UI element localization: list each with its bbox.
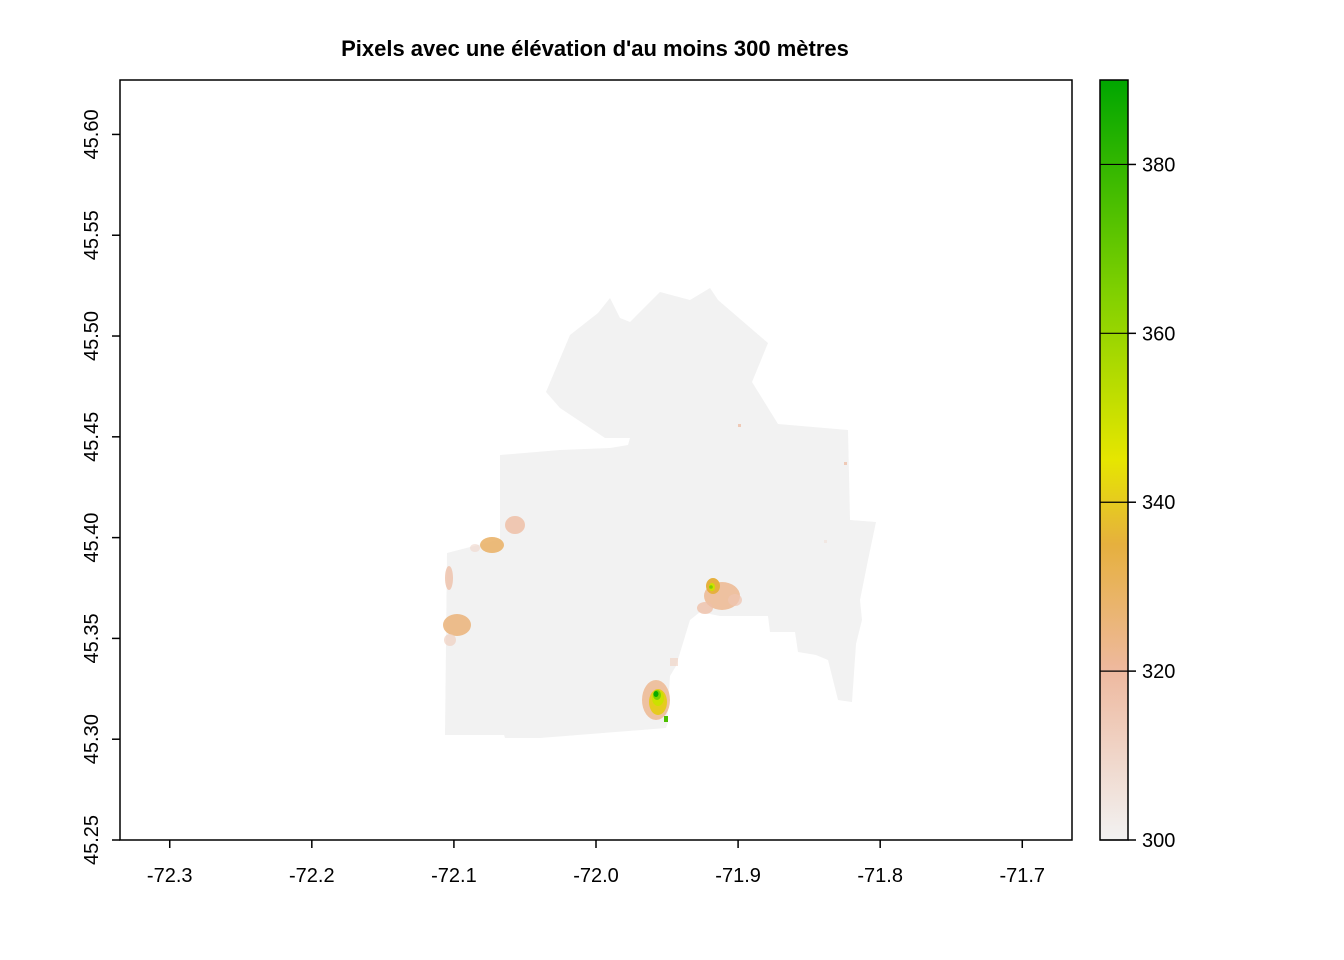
hotspot-blob	[443, 614, 471, 636]
hotspot-blob	[653, 691, 659, 697]
hotspot-blob	[844, 462, 847, 465]
hotspot-west-edge	[443, 566, 471, 646]
legend-tick-label: 340	[1142, 492, 1175, 514]
y-tick-label: 45.40	[81, 513, 103, 563]
x-tick-label: -71.9	[715, 865, 761, 887]
hotspot-blob	[445, 566, 453, 590]
x-tick-label: -72.3	[147, 865, 193, 887]
x-tick-label: -71.8	[857, 865, 903, 887]
hotspot-blob	[664, 716, 668, 722]
x-tick-label: -72.1	[431, 865, 477, 887]
x-tick-label: -72.2	[289, 865, 335, 887]
x-tick-label: -71.7	[999, 865, 1045, 887]
hotspot-blob	[505, 516, 525, 534]
legend-tick-label: 380	[1142, 154, 1175, 176]
region-west	[445, 538, 540, 735]
region-south-west	[500, 722, 668, 738]
hotspot-blob	[444, 634, 456, 646]
hotspot-south	[642, 680, 670, 722]
hotspot-blob	[728, 594, 742, 606]
legend-tick-label: 300	[1142, 830, 1175, 852]
hotspot-specks	[670, 424, 847, 666]
y-tick-label: 45.35	[81, 613, 103, 663]
y-tick-label: 45.55	[81, 210, 103, 260]
x-axis: -72.3 -72.2 -72.1 -72.0 -71.9 -71.8 -71.7	[147, 840, 1045, 887]
region-north	[500, 288, 876, 724]
legend-axis: 300 320 340 360 380	[1100, 154, 1175, 852]
hotspot-blob	[480, 537, 504, 553]
hotspot-north-west	[470, 516, 525, 553]
hotspot-blob	[824, 540, 827, 543]
hotspot-blob	[470, 544, 480, 552]
raster-layer	[443, 288, 876, 738]
y-axis: 45.25 45.30 45.35 45.40 45.45 45.50 45.55 45.60	[81, 109, 120, 865]
plot-title: Pixels avec une élévation d'au moins 300…	[341, 36, 849, 61]
hotspot-blob	[738, 424, 741, 427]
legend-tick-label: 360	[1142, 323, 1175, 345]
y-tick-label: 45.30	[81, 714, 103, 764]
x-tick-label: -72.0	[573, 865, 619, 887]
y-tick-label: 45.60	[81, 109, 103, 159]
hotspot-blob	[709, 585, 713, 589]
legend-tick-label: 320	[1142, 661, 1175, 683]
y-tick-label: 45.45	[81, 412, 103, 462]
legend-colorbar	[1100, 80, 1128, 840]
hotspot-east-central	[697, 578, 742, 614]
hotspot-blob	[697, 602, 713, 614]
y-tick-label: 45.50	[81, 311, 103, 361]
y-tick-label: 45.25	[81, 815, 103, 865]
hotspot-blob	[670, 658, 678, 666]
